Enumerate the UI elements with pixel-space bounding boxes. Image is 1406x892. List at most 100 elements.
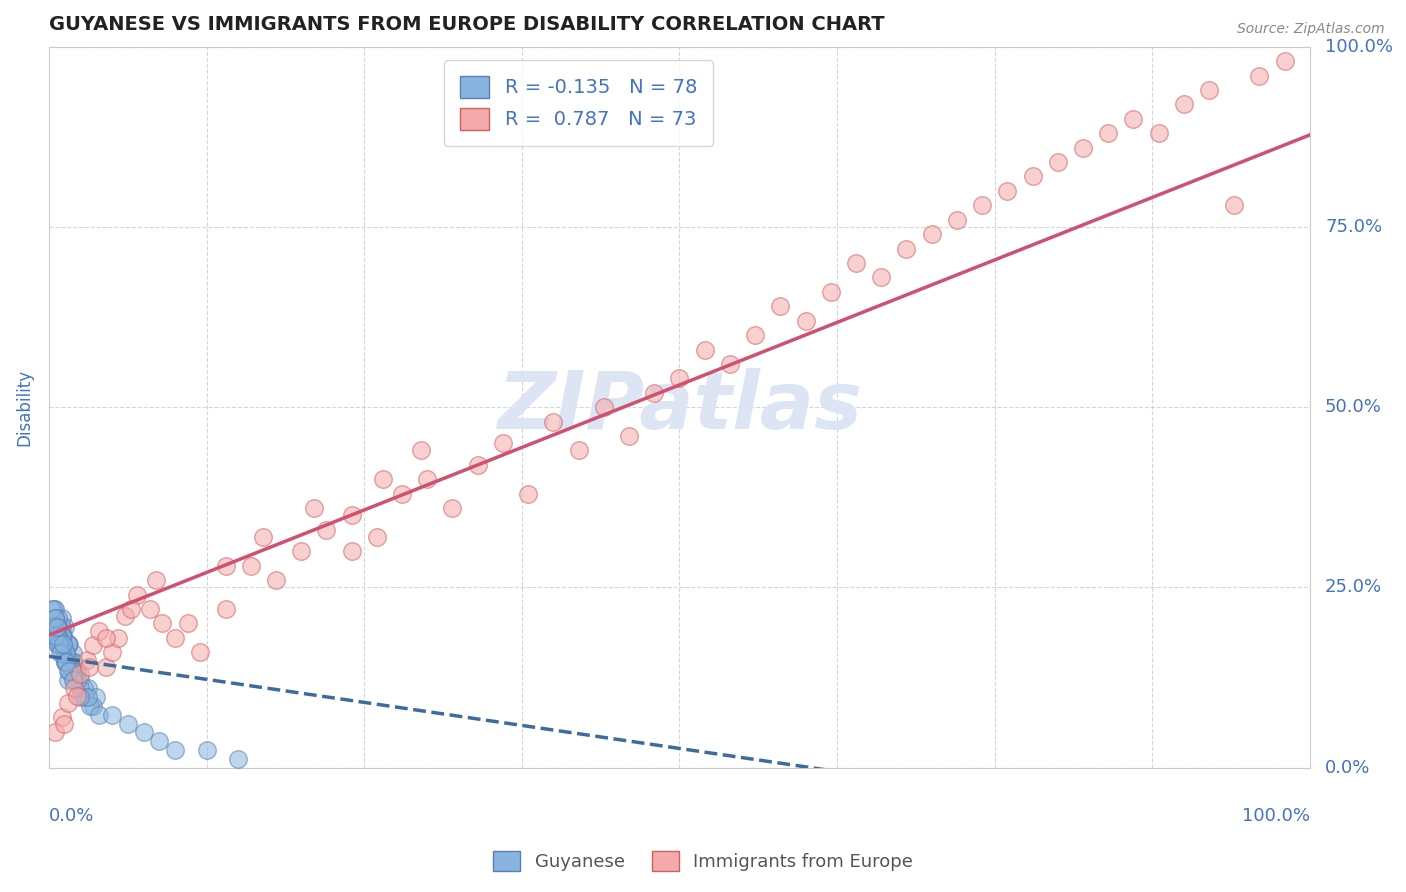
Point xyxy=(49,628,72,642)
Point xyxy=(45,637,67,651)
Point xyxy=(66,664,89,678)
Point xyxy=(53,646,76,660)
Point xyxy=(65,664,87,678)
Point xyxy=(53,620,76,634)
Point xyxy=(1071,140,1094,154)
Point xyxy=(62,673,84,687)
Point xyxy=(845,256,868,270)
Point xyxy=(165,631,187,645)
Point xyxy=(1122,112,1144,126)
Point xyxy=(693,343,716,357)
Point xyxy=(226,752,249,766)
Point xyxy=(63,681,86,696)
Point xyxy=(52,628,75,642)
Point xyxy=(49,637,72,651)
Point xyxy=(51,611,73,625)
Point xyxy=(44,602,66,616)
Point xyxy=(53,655,76,669)
Point xyxy=(340,544,363,558)
Point xyxy=(69,681,91,696)
Point xyxy=(49,637,72,651)
Text: 50.0%: 50.0% xyxy=(1324,398,1382,417)
Point xyxy=(44,628,66,642)
Point xyxy=(517,486,540,500)
Point xyxy=(441,501,464,516)
Point xyxy=(44,724,66,739)
Point xyxy=(72,681,94,696)
Point xyxy=(56,637,79,651)
Point xyxy=(48,637,70,651)
Point xyxy=(89,707,111,722)
Point xyxy=(290,544,312,558)
Point xyxy=(51,620,73,634)
Point xyxy=(1046,155,1069,169)
Point xyxy=(75,690,97,705)
Point xyxy=(617,429,640,443)
Point xyxy=(49,646,72,660)
Point xyxy=(77,681,100,696)
Point xyxy=(56,696,79,710)
Point xyxy=(56,664,79,678)
Point xyxy=(214,558,236,573)
Point xyxy=(58,655,80,669)
Point xyxy=(82,698,104,713)
Point xyxy=(148,734,170,748)
Point xyxy=(896,242,918,256)
Point xyxy=(371,472,394,486)
Point xyxy=(744,328,766,343)
Point xyxy=(416,472,439,486)
Point xyxy=(79,659,101,673)
Point xyxy=(60,664,83,678)
Point xyxy=(56,637,79,651)
Point xyxy=(79,698,101,713)
Point xyxy=(340,508,363,523)
Point xyxy=(51,710,73,724)
Point xyxy=(165,743,187,757)
Point xyxy=(139,602,162,616)
Point xyxy=(45,628,67,642)
Point xyxy=(62,664,84,678)
Point xyxy=(152,616,174,631)
Point xyxy=(84,690,107,705)
Point xyxy=(62,655,84,669)
Point xyxy=(48,620,70,634)
Point xyxy=(568,443,591,458)
Point xyxy=(94,631,117,645)
Point xyxy=(120,602,142,616)
Point xyxy=(239,558,262,573)
Point xyxy=(55,646,77,660)
Point xyxy=(69,667,91,681)
Point xyxy=(492,436,515,450)
Text: 75.0%: 75.0% xyxy=(1324,218,1382,235)
Point xyxy=(76,652,98,666)
Point xyxy=(89,624,111,638)
Point xyxy=(77,690,100,705)
Point xyxy=(69,673,91,687)
Legend: Guyanese, Immigrants from Europe: Guyanese, Immigrants from Europe xyxy=(485,844,921,879)
Point xyxy=(101,707,124,722)
Text: GUYANESE VS IMMIGRANTS FROM EUROPE DISABILITY CORRELATION CHART: GUYANESE VS IMMIGRANTS FROM EUROPE DISAB… xyxy=(49,15,884,34)
Point xyxy=(48,611,70,625)
Point xyxy=(53,717,76,731)
Point xyxy=(55,655,77,669)
Text: 0.0%: 0.0% xyxy=(49,807,94,825)
Point xyxy=(188,645,211,659)
Point xyxy=(44,611,66,625)
Point xyxy=(51,646,73,660)
Point xyxy=(970,198,993,212)
Point xyxy=(114,609,136,624)
Legend: R = -0.135   N = 78, R =  0.787   N = 73: R = -0.135 N = 78, R = 0.787 N = 73 xyxy=(444,60,713,145)
Text: ZIPatlas: ZIPatlas xyxy=(496,368,862,446)
Point xyxy=(1274,54,1296,68)
Point xyxy=(315,523,337,537)
Point xyxy=(195,743,218,757)
Point xyxy=(42,620,65,634)
Point xyxy=(409,443,432,458)
Point xyxy=(145,573,167,587)
Point xyxy=(56,673,79,687)
Text: 25.0%: 25.0% xyxy=(1324,578,1382,597)
Point xyxy=(1223,198,1246,212)
Point xyxy=(1173,97,1195,112)
Text: Source: ZipAtlas.com: Source: ZipAtlas.com xyxy=(1237,22,1385,37)
Point xyxy=(264,573,287,587)
